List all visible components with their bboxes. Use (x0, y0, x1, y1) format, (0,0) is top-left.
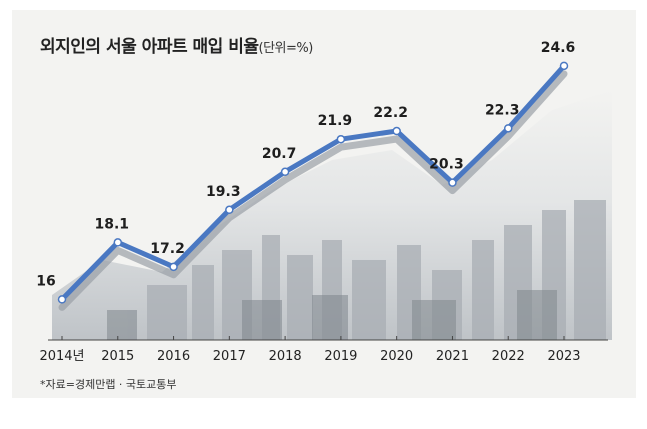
x-tick-label: 2020 (380, 349, 413, 364)
data-point (169, 262, 178, 272)
data-label: 21.9 (318, 113, 353, 129)
x-tick-label: 2019 (324, 349, 357, 364)
x-tick-labels: 2014년 2015 2016 2017 2018 2019 2020 2021 2022 202… (39, 349, 580, 364)
data-labels: 16 18.1 17.2 19.3 20.7 21.9 22.2 20.3 22.3 24.6 (36, 40, 575, 290)
data-label: 18.1 (95, 216, 130, 232)
chart-title-text: 외지인의 서울 아파트 매입 비율 (40, 37, 259, 57)
series-line-shadow (58, 70, 568, 311)
x-ticks (61, 336, 565, 340)
x-tick-label: 2015 (101, 349, 134, 364)
data-point (503, 124, 513, 133)
data-point (225, 205, 234, 215)
data-label: 24.6 (541, 40, 576, 56)
x-tick-label: 2017 (213, 349, 246, 364)
data-label: 20.3 (429, 157, 464, 173)
data-label: 20.7 (262, 146, 297, 162)
chart-title: 외지인의 서울 아파트 매입 비율(단위=%) (40, 32, 313, 57)
x-tick-label: 2022 (492, 349, 525, 364)
source-note: *자료=경제만랩 · 국토교통부 (40, 378, 177, 391)
data-point (392, 126, 401, 136)
x-tick-label: 2023 (547, 349, 580, 364)
data-point (336, 134, 346, 144)
city-backdrop (52, 90, 612, 340)
data-label: 16 (36, 273, 55, 289)
data-points (57, 61, 569, 304)
data-point (448, 178, 457, 187)
data-label: 17.2 (150, 241, 185, 257)
chart-panel: 16 18.1 17.2 19.3 20.7 21.9 22.2 20.3 22.3 24.6 2… (12, 10, 636, 398)
x-tick-label: 2018 (269, 349, 302, 364)
series-line (59, 63, 567, 302)
data-point (57, 295, 67, 304)
data-label: 22.2 (373, 105, 408, 121)
data-label: 19.3 (206, 184, 241, 200)
line-chart: 16 18.1 17.2 19.3 20.7 21.9 22.2 20.3 22.3 24.6 2… (36, 40, 612, 364)
chart-unit: (단위=%) (258, 41, 314, 56)
x-tick-label: 2014년 (39, 349, 84, 364)
x-tick-label: 2021 (436, 349, 469, 364)
data-point (113, 238, 123, 247)
data-point (559, 61, 569, 71)
skyline-foreground (107, 290, 557, 340)
data-label: 22.3 (485, 102, 520, 118)
data-point (280, 167, 290, 177)
x-tick-label: 2016 (157, 349, 190, 364)
